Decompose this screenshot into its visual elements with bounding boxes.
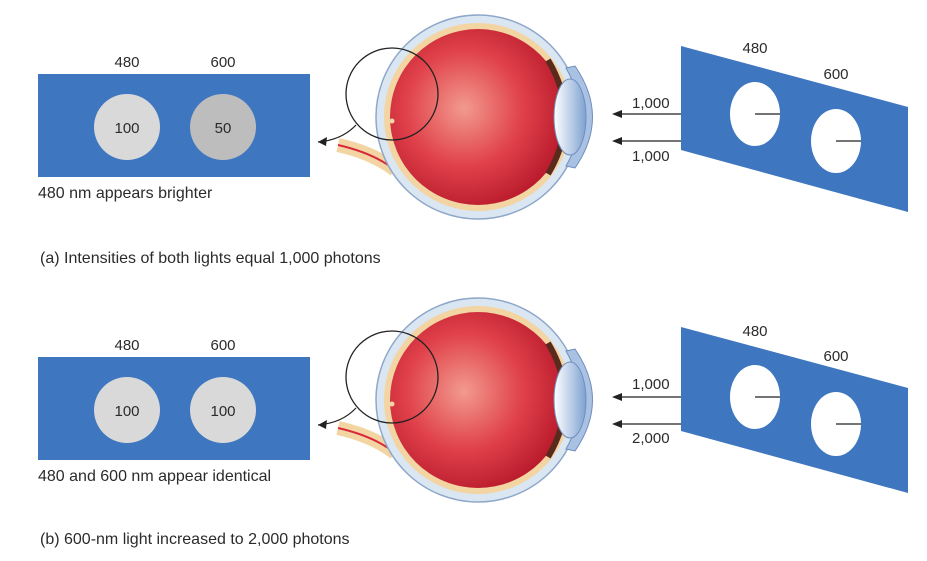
intensity-480: 1,000 — [632, 95, 670, 112]
panel-a: 100 50 480 600 480 nm appears brighter 1… — [0, 0, 927, 280]
source-screen — [681, 327, 908, 493]
panel-b: 100 100 480 600 480 and 600 nm appear id… — [0, 281, 927, 561]
screen-label-480: 480 — [742, 40, 767, 57]
intensity-600: 2,000 — [632, 430, 670, 447]
eye-illustration — [336, 14, 593, 220]
spot-480 — [94, 94, 160, 160]
spot-480 — [94, 377, 160, 443]
screen-label-600: 600 — [823, 66, 848, 83]
eye-illustration — [336, 297, 593, 503]
perceived-field — [38, 74, 310, 177]
label-480: 480 — [114, 337, 139, 354]
spot-480-value: 100 — [114, 120, 139, 137]
spot-600 — [190, 377, 256, 443]
source-screen — [681, 46, 908, 212]
magnifier-circle — [345, 330, 439, 424]
screen-label-480: 480 — [742, 323, 767, 340]
spot-600-value: 100 — [210, 403, 235, 420]
screen-label-600: 600 — [823, 348, 848, 365]
label-480: 480 — [114, 54, 139, 71]
label-600: 600 — [210, 54, 235, 71]
perceived-field — [38, 357, 310, 460]
magnifier-circle — [345, 47, 439, 141]
spot-480-value: 100 — [114, 403, 139, 420]
caption-b: (b) 600-nm light increased to 2,000 phot… — [40, 531, 350, 548]
panel-b-diagram: 100 100 480 600 480 and 600 nm appear id… — [38, 297, 908, 503]
intensity-480: 1,000 — [632, 376, 670, 393]
intensity-600: 1,000 — [632, 148, 670, 165]
appearance-text: 480 and 600 nm appear identical — [38, 468, 271, 485]
spot-600-value: 50 — [215, 120, 232, 137]
spot-600 — [190, 94, 256, 160]
caption-a: (a) Intensities of both lights equal 1,0… — [40, 250, 381, 267]
appearance-text: 480 nm appears brighter — [38, 185, 213, 202]
panel-a-diagram: 100 50 480 600 480 nm appears brighter 1… — [38, 14, 908, 220]
label-600: 600 — [210, 337, 235, 354]
